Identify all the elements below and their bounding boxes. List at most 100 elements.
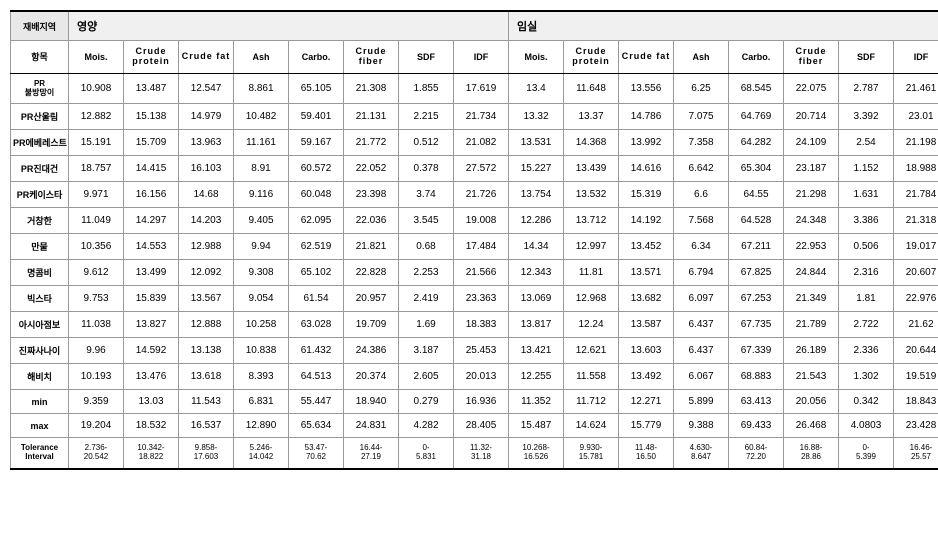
table-cell: 68.545 bbox=[729, 73, 784, 104]
table-cell: 6.6 bbox=[674, 182, 729, 208]
table-cell: 20.957 bbox=[344, 286, 399, 312]
table-cell: 18.757 bbox=[69, 156, 124, 182]
table-cell: 13.963 bbox=[179, 130, 234, 156]
table-cell: 15.227 bbox=[509, 156, 564, 182]
table-cell: 11.48-16.50 bbox=[619, 438, 674, 469]
table-cell: 22.036 bbox=[344, 208, 399, 234]
table-cell: 23.363 bbox=[454, 286, 509, 312]
table-cell: 9.753 bbox=[69, 286, 124, 312]
column-header: IDF bbox=[894, 41, 938, 74]
column-header: Crude fiber bbox=[784, 41, 839, 74]
table-cell: 13.712 bbox=[564, 208, 619, 234]
table-cell: 21.543 bbox=[784, 364, 839, 390]
table-cell: 64.55 bbox=[729, 182, 784, 208]
table-cell: 3.386 bbox=[839, 208, 894, 234]
table-cell: 14.553 bbox=[124, 234, 179, 260]
table-cell: 68.883 bbox=[729, 364, 784, 390]
table-cell: 18.383 bbox=[454, 312, 509, 338]
table-cell: 2.736-20.542 bbox=[69, 438, 124, 469]
table-cell: 14.624 bbox=[564, 414, 619, 438]
table-cell: 2.419 bbox=[399, 286, 454, 312]
table-cell: 65.634 bbox=[289, 414, 344, 438]
table-cell: 9.308 bbox=[234, 260, 289, 286]
table-cell: 9.116 bbox=[234, 182, 289, 208]
table-cell: 5.246-14.042 bbox=[234, 438, 289, 469]
column-header: Crude protein bbox=[124, 41, 179, 74]
column-header: Carbo. bbox=[289, 41, 344, 74]
table-cell: 1.69 bbox=[399, 312, 454, 338]
table-cell: 18.843 bbox=[894, 390, 938, 414]
table-cell: 13.992 bbox=[619, 130, 674, 156]
table-cell: 12.286 bbox=[509, 208, 564, 234]
table-cell: 25.453 bbox=[454, 338, 509, 364]
table-cell: 2.605 bbox=[399, 364, 454, 390]
table-cell: 19.008 bbox=[454, 208, 509, 234]
table-cell: 6.794 bbox=[674, 260, 729, 286]
table-cell: 16.88-28.86 bbox=[784, 438, 839, 469]
table-cell: 22.828 bbox=[344, 260, 399, 286]
data-table: 재배지역 영양 임실 항목 Mois.Crude proteinCrude fa… bbox=[10, 10, 938, 470]
table-cell: 0.279 bbox=[399, 390, 454, 414]
table-cell: 18.988 bbox=[894, 156, 938, 182]
table-cell: 62.095 bbox=[289, 208, 344, 234]
column-header: Crude protein bbox=[564, 41, 619, 74]
column-header: Ash bbox=[234, 41, 289, 74]
top-left-header: 재배지역 bbox=[11, 11, 69, 41]
table-cell: 61.54 bbox=[289, 286, 344, 312]
table-cell: 26.468 bbox=[784, 414, 839, 438]
table-cell: 21.298 bbox=[784, 182, 839, 208]
table-cell: 21.566 bbox=[454, 260, 509, 286]
table-cell: 21.082 bbox=[454, 130, 509, 156]
table-cell: 3.545 bbox=[399, 208, 454, 234]
table-cell: 10.342-18.822 bbox=[124, 438, 179, 469]
table-cell: 20.374 bbox=[344, 364, 399, 390]
table-cell: 59.167 bbox=[289, 130, 344, 156]
table-cell: 19.017 bbox=[894, 234, 938, 260]
table-cell: 13.37 bbox=[564, 104, 619, 130]
column-header: SDF bbox=[839, 41, 894, 74]
table-cell: 11.543 bbox=[179, 390, 234, 414]
table-cell: 0.378 bbox=[399, 156, 454, 182]
table-cell: 69.433 bbox=[729, 414, 784, 438]
table-cell: 21.308 bbox=[344, 73, 399, 104]
table-cell: 14.192 bbox=[619, 208, 674, 234]
table-cell: 14.979 bbox=[179, 104, 234, 130]
table-cell: 2.787 bbox=[839, 73, 894, 104]
table-cell: 12.968 bbox=[564, 286, 619, 312]
table-cell: 21.726 bbox=[454, 182, 509, 208]
table-cell: 12.547 bbox=[179, 73, 234, 104]
table-cell: 11.049 bbox=[69, 208, 124, 234]
table-cell: 13.531 bbox=[509, 130, 564, 156]
table-cell: 14.34 bbox=[509, 234, 564, 260]
table-cell: 14.368 bbox=[564, 130, 619, 156]
table-cell: 9.405 bbox=[234, 208, 289, 234]
table-cell: 9.930-15.781 bbox=[564, 438, 619, 469]
table-cell: 15.839 bbox=[124, 286, 179, 312]
table-cell: 19.519 bbox=[894, 364, 938, 390]
table-cell: 9.858-17.603 bbox=[179, 438, 234, 469]
table-cell: 19.204 bbox=[69, 414, 124, 438]
table-cell: 12.890 bbox=[234, 414, 289, 438]
table-cell: 16.156 bbox=[124, 182, 179, 208]
table-cell: 61.432 bbox=[289, 338, 344, 364]
table-cell: 55.447 bbox=[289, 390, 344, 414]
table-cell: 22.976 bbox=[894, 286, 938, 312]
table-cell: 13.32 bbox=[509, 104, 564, 130]
table-cell: 2.54 bbox=[839, 130, 894, 156]
table-cell: 14.786 bbox=[619, 104, 674, 130]
table-cell: 20.056 bbox=[784, 390, 839, 414]
row-label: PR진대건 bbox=[11, 156, 69, 182]
table-cell: 24.109 bbox=[784, 130, 839, 156]
column-header: Crude fat bbox=[619, 41, 674, 74]
table-cell: 1.855 bbox=[399, 73, 454, 104]
table-cell: 21.318 bbox=[894, 208, 938, 234]
table-cell: 13.682 bbox=[619, 286, 674, 312]
table-cell: 11.712 bbox=[564, 390, 619, 414]
table-cell: 14.415 bbox=[124, 156, 179, 182]
table-cell: 27.572 bbox=[454, 156, 509, 182]
column-header: Crude fat bbox=[179, 41, 234, 74]
table-cell: 60.048 bbox=[289, 182, 344, 208]
table-cell: 63.413 bbox=[729, 390, 784, 414]
table-cell: 9.96 bbox=[69, 338, 124, 364]
table-cell: 65.105 bbox=[289, 73, 344, 104]
